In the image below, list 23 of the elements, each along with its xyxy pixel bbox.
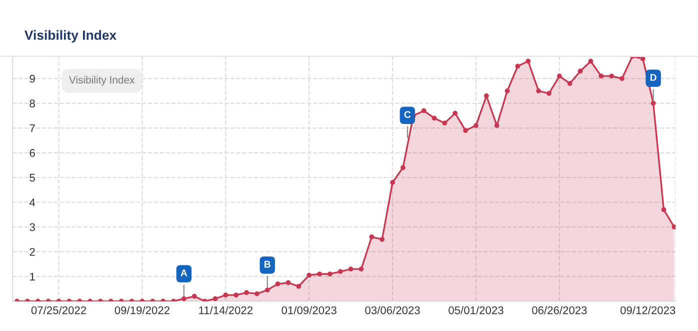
y-tick-label: 1 (30, 272, 35, 280)
y-tick-label: 3 (30, 223, 35, 232)
y-tick-label: 4 (29, 198, 36, 206)
annotation: D (650, 74, 656, 81)
x-tick-label: 06/26/2023 (532, 306, 587, 314)
annotation: A (180, 270, 188, 276)
x-tick-label: 11/14/2022 (199, 306, 252, 314)
annotation: C (404, 111, 411, 118)
x-tick-label: 09/19/2022 (114, 306, 170, 314)
x-tick-label: 09/12/2023 (620, 306, 676, 314)
annotation: B (264, 260, 270, 268)
y-tick-label: 5 (30, 174, 35, 182)
y-tick-label: 6 (30, 149, 35, 157)
y-tick-label: 9 (30, 74, 35, 83)
x-tick-label: 07/25/2022 (31, 306, 86, 314)
y-tick-label: 7 (30, 124, 35, 132)
chart-title: Visibility Index (24, 30, 116, 42)
y-tick-label: 8 (30, 100, 35, 108)
x-tick-label: 05/01/2023 (448, 306, 504, 314)
x-tick-label: 01/09/2023 (282, 306, 336, 314)
y-tick-label: 2 (30, 248, 35, 256)
legend-title: Visibility Index (68, 76, 135, 86)
x-tick-label: 03/06/2023 (365, 306, 420, 314)
